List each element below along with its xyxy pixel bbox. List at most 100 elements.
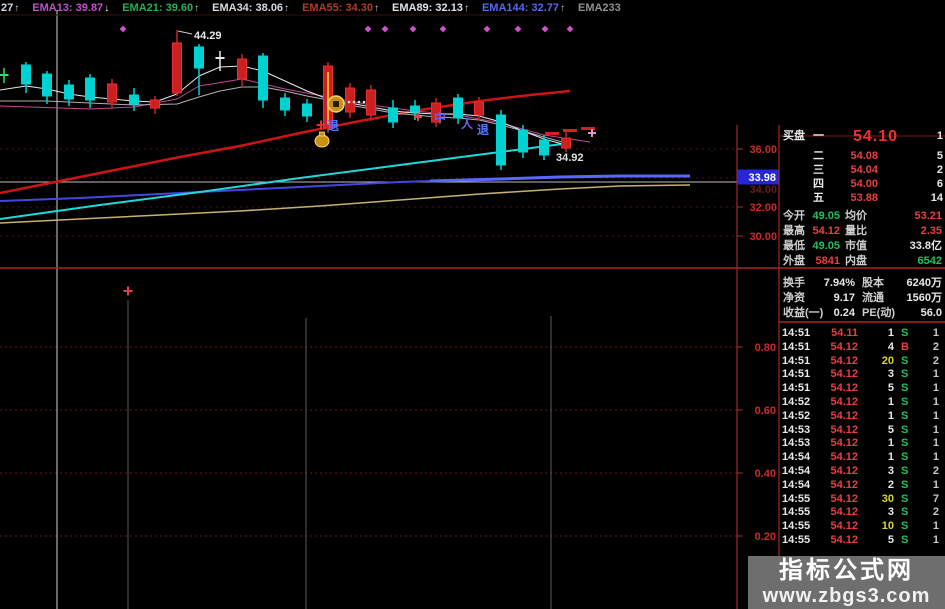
signal-diamond-icon [364,25,372,33]
ema-label: EMA233 [577,1,621,14]
tick-row[interactable]: 14:55 54.12 30 S 7 [780,492,945,506]
tick-row[interactable]: 14:51 54.12 5 S 1 [780,381,945,395]
tick-count: 1 [932,396,939,408]
quote-stat-row: 收益(一) 0.24 PE(动) 56.0 [780,306,945,320]
candle [431,98,441,127]
trail-dot [347,100,351,104]
tick-price: 54.12 [830,506,858,518]
tick-direction: S [901,327,909,339]
bid-volume: 6 [936,178,943,190]
chart-annotation: 人 [461,116,474,131]
tick-row[interactable]: 14:52 54.12 1 S 1 [780,395,945,409]
ema-value-6: EMA144: 32.77↑ [482,2,565,14]
tick-price: 54.12 [830,355,858,367]
stat-label: 换手 [783,277,805,289]
tick-volume: 2 [887,479,894,491]
bid-volume: 2 [936,164,943,176]
ema-label: EMA21: 39.60 [122,1,194,14]
tick-direction: S [901,465,909,477]
tick-row[interactable]: 14:55 54.12 5 S 1 [780,533,945,547]
stat-value: 1560万 [906,292,942,304]
tick-time: 14:54 [782,479,811,491]
tick-time: 14:55 [782,520,811,532]
stat-label: 最高 [783,225,805,237]
tick-time: 14:51 [782,368,811,380]
tick-row[interactable]: 14:51 54.12 3 S 1 [780,367,945,381]
candle [561,130,571,152]
tick-row[interactable]: 14:53 54.12 1 S 1 [780,436,945,450]
tick-count: 2 [932,355,939,367]
candle-body [561,137,571,149]
ema233-line [0,184,691,224]
stat-label: PE(动) [862,307,895,319]
bid1-volume: 1 [936,130,943,142]
tick-direction: B [901,341,909,353]
tick-volume: 1 [887,410,894,422]
candle-body [280,97,290,111]
watermark-url: www.zbgs3.com [762,585,931,607]
tick-row[interactable]: 14:54 54.12 3 S 2 [780,464,945,478]
tick-volume: 3 [887,465,894,477]
y-axis-label: 30.00 [749,231,777,243]
tick-time: 14:55 [782,534,811,546]
tick-direction: S [901,410,909,422]
stat-label: 内盘 [845,255,867,267]
tick-time: 14:51 [782,382,811,394]
tick-row[interactable]: 14:51 54.12 20 S 2 [780,354,945,368]
tick-direction: S [901,396,909,408]
tick-row[interactable]: 14:54 54.12 2 S 1 [780,478,945,492]
ema144-line [0,175,690,202]
tick-volume: 5 [887,382,894,394]
bid-level-label: 四 [813,178,824,190]
tick-price: 54.12 [830,493,858,505]
tick-volume: 3 [887,506,894,518]
bid-level-label: 一 [813,130,824,142]
candle-body [21,64,31,85]
candle [194,44,204,95]
tick-row[interactable]: 14:55 54.12 3 S 2 [780,505,945,519]
tick-row[interactable]: 14:52 54.12 1 S 1 [780,409,945,423]
tick-count: 2 [932,465,939,477]
tick-price: 54.12 [830,479,858,491]
money-bag-icon [314,131,330,148]
tick-direction: S [901,382,909,394]
candle [21,62,31,93]
candle [302,99,312,122]
tick-row[interactable]: 14:54 54.12 1 S 1 [780,450,945,464]
trail-dot [357,100,361,104]
tick-volume: 1 [887,437,894,449]
signal-diamond-icon [566,25,574,33]
tick-row[interactable]: 14:51 54.12 4 B 2 [780,340,945,354]
tick-price: 54.12 [830,424,858,436]
lower-axis-label: 0.20 [755,531,776,543]
candle-body [388,107,398,123]
tick-price: 54.12 [830,534,858,546]
candle-doji-bar [0,74,9,76]
candle [0,68,9,83]
quote-stat-row: 今开 49.05 均价 53.21 [780,209,945,223]
tick-row[interactable]: 14:53 54.12 5 S 1 [780,423,945,437]
tick-volume: 1 [887,396,894,408]
tick-volume: 1 [887,327,894,339]
candle [237,54,247,86]
tick-volume: 30 [881,493,894,505]
tick-row[interactable]: 14:51 54.11 1 S 1 [780,326,945,340]
tick-direction: S [901,534,909,546]
candle-doji-bar [215,57,225,59]
candle-body [42,73,52,97]
tick-count: 1 [932,479,939,491]
ema-value-4: EMA55: 34.30↑ [302,2,379,14]
tick-count: 2 [932,341,939,353]
tick-row[interactable]: 14:55 54.12 10 S 1 [780,519,945,533]
tick-price: 54.12 [830,341,858,353]
candle [42,71,52,104]
lower-axis-label: 0.80 [755,342,776,354]
tick-volume: 5 [887,534,894,546]
candle-body [258,55,268,101]
candle-body [345,87,355,113]
quote-stat-row: 最低 49.05 市值 33.8亿 [780,239,945,253]
gold-coin-icon [333,101,339,107]
candle [107,79,117,109]
ema-label: EMA34: 38.06 [212,1,284,14]
tick-price: 54.12 [830,368,858,380]
